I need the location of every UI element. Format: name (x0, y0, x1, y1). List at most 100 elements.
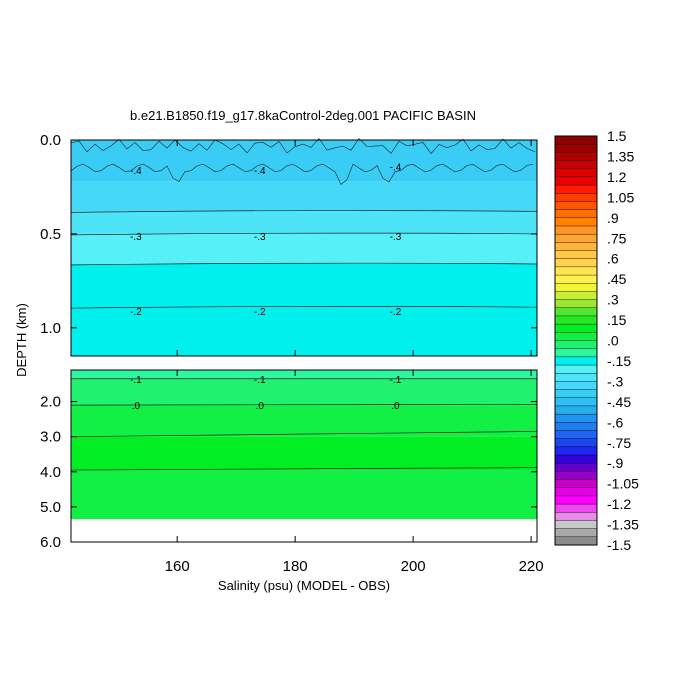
contour-label: -.1 (390, 375, 402, 386)
contour-line (70, 404, 538, 406)
colorbar-swatch (554, 471, 598, 481)
y-tick-label: 4.0 (40, 464, 61, 481)
colorbar-swatch (554, 397, 598, 407)
colorbar-swatch (554, 454, 598, 464)
contour-label-text: .0 (132, 401, 141, 412)
contour-label-text: -.1 (130, 375, 142, 386)
colorbar-swatch (554, 487, 598, 497)
y-tick-label: 2.0 (40, 394, 61, 411)
contour-band (71, 378, 537, 406)
contour-label-text: .0 (256, 401, 265, 412)
colorbar-swatch (554, 315, 598, 325)
contour-label: -.3 (390, 232, 402, 243)
y-tick-label: 5.0 (40, 499, 61, 516)
colorbar-swatch (554, 152, 598, 162)
contour-label-text: -.4 (254, 166, 266, 177)
contour-label: -.1 (130, 375, 142, 386)
x-tick-label: 160 (165, 558, 190, 575)
contour-label: .0 (132, 401, 141, 412)
contour-band (71, 211, 537, 234)
contour-label: -.4 (130, 166, 142, 177)
y-axis-label: DEPTH (km) (14, 303, 29, 377)
colorbar-swatch (554, 356, 598, 366)
colorbar-swatch (554, 233, 598, 243)
colorbar-label: 1.2 (607, 169, 627, 185)
colorbar-label: .3 (607, 292, 619, 308)
colorbar-swatch (554, 520, 598, 530)
contour-label: -.1 (254, 375, 266, 386)
lower-y-axis: 2.0 3.0 4.0 5.0 6.0 (40, 394, 537, 551)
colorbar-swatch (554, 307, 598, 317)
lower-panel-frame (70, 369, 538, 543)
colorbar-swatch (554, 438, 598, 448)
colorbar-label: -1.35 (607, 517, 639, 533)
colorbar-swatch (554, 143, 598, 153)
colorbar-swatch (554, 225, 598, 235)
colorbar-swatch (554, 299, 598, 309)
contour-label-text: .0 (391, 401, 400, 412)
contour-line (70, 467, 538, 471)
contour-label-text: -.1 (254, 375, 266, 386)
contour-band (71, 470, 537, 520)
colorbar-swatch (554, 405, 598, 415)
colorbar-label: -1.2 (607, 496, 631, 512)
contour-label-text: -.4 (130, 166, 142, 177)
contour-band (71, 181, 537, 212)
y-tick-label: 1.0 (40, 320, 61, 337)
contour-line (70, 163, 534, 185)
contour-label-text: -.4 (390, 162, 402, 173)
colorbar-swatch (554, 536, 598, 546)
colorbar-swatch (554, 201, 598, 211)
colorbar-label: .45 (607, 271, 627, 287)
colorbar-swatch (554, 503, 598, 513)
colorbar-swatch (554, 176, 598, 186)
colorbar-label: 1.5 (607, 128, 627, 144)
y-tick-label: 0.0 (40, 132, 61, 149)
contour-label-text: -.3 (390, 232, 402, 243)
colorbar-swatch (554, 348, 598, 358)
y-tick-label: 0.5 (40, 226, 61, 243)
colorbar-swatch (554, 242, 598, 252)
colorbar-label: -.9 (607, 455, 624, 471)
upper-y-axis: 0.0 0.5 1.0 (40, 132, 537, 337)
contour-label: -.2 (130, 307, 142, 318)
colorbar-swatch (554, 495, 598, 505)
contour-label: -.4 (390, 162, 402, 173)
colorbar-swatch (554, 323, 598, 333)
contour-line (70, 210, 538, 213)
contour-label: -.2 (390, 307, 402, 318)
contour-line (70, 232, 538, 236)
colorbar-swatch (554, 217, 598, 227)
contour-line (70, 137, 536, 155)
colorbar-swatch (554, 209, 598, 219)
colorbar-swatch (554, 528, 598, 538)
colorbar-swatch (554, 389, 598, 399)
contour-band (71, 233, 537, 264)
colorbar-label: 1.05 (607, 189, 634, 205)
x-axis: 160 180 200 220 (165, 140, 544, 575)
colorbar-swatch (554, 446, 598, 456)
contour-label-text: -.2 (130, 307, 142, 318)
colorbar-swatch (554, 274, 598, 284)
colorbar-label: .0 (607, 333, 619, 349)
colorbar-swatch (554, 250, 598, 260)
colorbar: 1.5 1.35 1.2 1.05 .9 .75 .6 .45 .3 .15 .0 -.15 -.3 -.… (554, 128, 639, 553)
colorbar-swatch (554, 479, 598, 489)
x-axis-label: Salinity (psu) (MODEL - OBS) (218, 578, 390, 593)
colorbar-swatch (554, 430, 598, 440)
colorbar-swatch (554, 340, 598, 350)
contour-label-text: -.2 (254, 307, 266, 318)
contour-label: -.3 (130, 232, 142, 243)
colorbar-swatch (554, 364, 598, 374)
colorbar-label: .15 (607, 312, 627, 328)
contour-band (71, 370, 537, 379)
contour-line (70, 306, 538, 309)
contour-label-text: -.2 (390, 307, 402, 318)
colorbar-swatch (554, 266, 598, 276)
y-tick-label: 6.0 (40, 534, 61, 551)
colorbar-label: .6 (607, 251, 619, 267)
colorbar-label: -.45 (607, 394, 631, 410)
contour-band (71, 140, 537, 182)
contour-label-text: -.1 (390, 375, 402, 386)
